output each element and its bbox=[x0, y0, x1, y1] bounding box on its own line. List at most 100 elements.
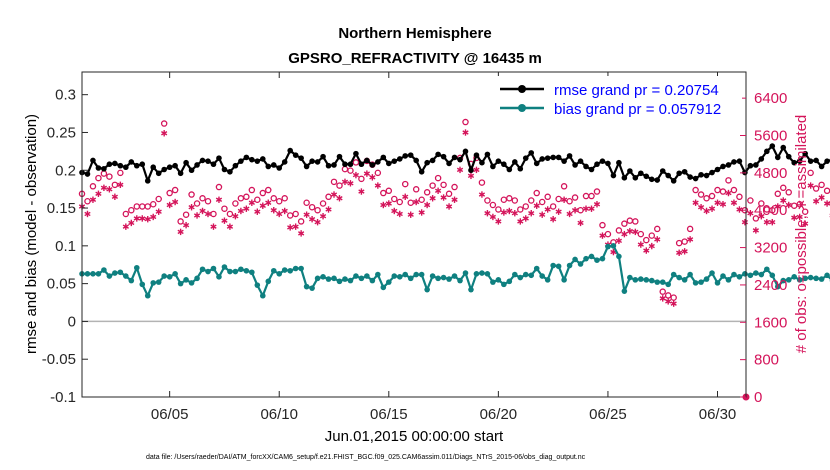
rmse-point bbox=[544, 155, 551, 161]
y-tick-label: 0.25 bbox=[47, 124, 76, 141]
rmse-point bbox=[435, 151, 441, 158]
obs-possible-marker bbox=[785, 189, 792, 196]
obs-assimilated-stroke bbox=[462, 130, 469, 135]
rmse-point bbox=[188, 167, 195, 174]
obs-assimilated-stroke bbox=[676, 250, 683, 256]
bias-point bbox=[446, 276, 452, 282]
obs-possible-marker bbox=[544, 193, 551, 201]
bias-point bbox=[205, 268, 211, 275]
rmse-point bbox=[484, 151, 491, 158]
obs-possible-marker bbox=[484, 197, 491, 204]
bias-point bbox=[764, 266, 770, 273]
bias-point bbox=[517, 274, 524, 281]
obs-possible-marker bbox=[281, 195, 288, 202]
rmse-point bbox=[621, 175, 628, 181]
rmse-point bbox=[402, 153, 409, 159]
obs-assimilated-marker bbox=[100, 184, 108, 192]
obs-assimilated-stroke bbox=[281, 208, 288, 214]
obs-assimilated-marker bbox=[714, 199, 721, 206]
obs-possible-marker bbox=[210, 210, 217, 218]
bias-point bbox=[314, 275, 321, 282]
obs-assimilated-stroke bbox=[785, 202, 792, 208]
obs-assimilated-marker bbox=[752, 227, 759, 234]
obs-assimilated-marker bbox=[144, 215, 151, 223]
obs-possible-marker bbox=[653, 225, 661, 233]
bias-point bbox=[654, 279, 661, 285]
rmse-point bbox=[446, 160, 452, 167]
obs-assimilated-marker bbox=[703, 207, 710, 215]
bias-point bbox=[484, 271, 491, 277]
bias-point bbox=[429, 273, 436, 279]
rmse-point bbox=[336, 153, 343, 160]
obs-assimilated-marker bbox=[747, 210, 754, 217]
bias-point bbox=[216, 274, 222, 280]
bias-point bbox=[807, 274, 814, 281]
y-tick-label: 0.1 bbox=[55, 238, 76, 255]
obs-assimilated-marker bbox=[489, 213, 497, 221]
obs-possible-marker bbox=[232, 200, 239, 207]
obs-assimilated-marker bbox=[254, 208, 261, 215]
obs-possible-marker bbox=[560, 183, 568, 190]
obs-possible-marker bbox=[347, 167, 354, 174]
rmse-point bbox=[632, 175, 639, 181]
obs-possible-marker bbox=[199, 195, 206, 202]
bias-point bbox=[133, 264, 140, 271]
obs-assimilated-marker bbox=[336, 195, 343, 202]
obs-assimilated-stroke bbox=[402, 194, 409, 199]
obs-assimilated-marker bbox=[621, 230, 628, 238]
bias-point bbox=[769, 272, 776, 279]
obs-assimilated-marker bbox=[210, 223, 217, 230]
obs-assimilated-stroke bbox=[325, 207, 332, 212]
obs-assimilated-stroke bbox=[182, 222, 190, 228]
obs-assimilated-marker bbox=[402, 193, 409, 200]
obs-possible-marker bbox=[440, 181, 447, 189]
obs-possible-marker bbox=[352, 159, 360, 166]
obs-possible-marker bbox=[155, 195, 162, 203]
obs-assimilated-stroke bbox=[708, 206, 716, 211]
obs-possible-marker bbox=[643, 236, 650, 244]
rmse-point bbox=[205, 158, 211, 164]
rmse-point bbox=[128, 159, 135, 165]
obs-assimilated-marker bbox=[424, 201, 431, 209]
obs-possible-marker bbox=[423, 189, 431, 196]
obs-possible-marker bbox=[522, 203, 530, 210]
obs-possible-marker bbox=[604, 230, 612, 238]
obs-assimilated-stroke bbox=[632, 229, 639, 235]
obs-assimilated-marker bbox=[484, 210, 491, 217]
bias-point bbox=[396, 274, 403, 280]
rmse-point bbox=[572, 162, 578, 168]
obs-assimilated-marker bbox=[380, 201, 387, 209]
x-tick-label: 06/15 bbox=[370, 406, 408, 423]
obs-assimilated-stroke bbox=[84, 211, 91, 217]
obs-assimilated-stroke bbox=[314, 219, 321, 225]
bias-point bbox=[550, 262, 556, 269]
rmse-point bbox=[506, 166, 513, 173]
legend-bias-marker bbox=[518, 104, 526, 112]
obs-possible-marker bbox=[780, 184, 787, 192]
obs-assimilated-marker bbox=[445, 203, 453, 210]
obs-possible-marker bbox=[380, 189, 387, 197]
obs-assimilated-stroke bbox=[210, 224, 217, 229]
obs-assimilated-marker bbox=[506, 207, 513, 215]
obs-assimilated-marker bbox=[248, 199, 255, 206]
obs-possible-marker bbox=[358, 175, 365, 183]
obs-assimilated-stroke bbox=[615, 238, 623, 244]
obs-assimilated-marker bbox=[511, 210, 518, 217]
rmse-point bbox=[84, 171, 91, 177]
bias-point bbox=[325, 276, 332, 282]
rmse-point bbox=[736, 158, 743, 164]
obs-assimilated-marker bbox=[215, 196, 223, 203]
obs-assimilated-marker bbox=[802, 220, 809, 227]
obs-possible-marker bbox=[297, 218, 305, 225]
obs-assimilated-stroke bbox=[193, 213, 201, 218]
obs-possible-marker bbox=[703, 195, 710, 202]
obs-assimilated-marker bbox=[818, 194, 825, 201]
obs-assimilated-marker bbox=[325, 206, 332, 213]
obs-assimilated-marker bbox=[358, 188, 365, 195]
bias-point bbox=[95, 271, 102, 277]
rmse-point bbox=[616, 159, 622, 166]
bias-point bbox=[490, 279, 496, 285]
rmse-point bbox=[424, 159, 430, 166]
bias-point bbox=[161, 273, 167, 279]
